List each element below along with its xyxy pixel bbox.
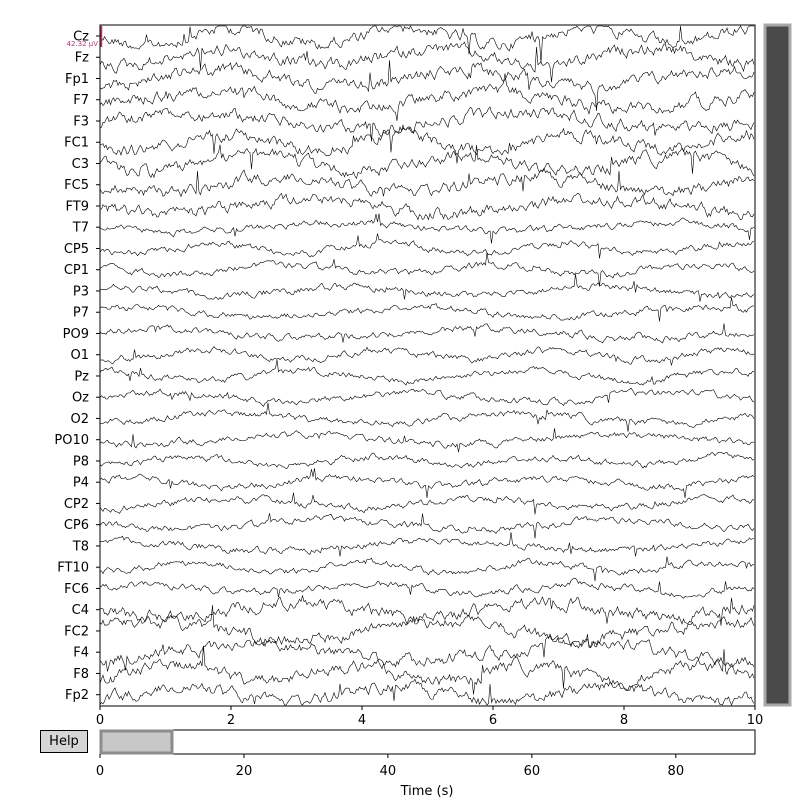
trace-cp5	[99, 233, 755, 259]
channel-label-cp2[interactable]: CP2	[64, 497, 89, 512]
channel-label-c4[interactable]: C4	[72, 603, 89, 618]
trace-pz	[99, 359, 755, 386]
trace-f8	[99, 645, 755, 695]
time-axis-ticks: 0 2 4 6 8 10	[96, 706, 763, 728]
trace-p3	[99, 274, 755, 302]
channel-label-fp1[interactable]: Fp1	[65, 72, 89, 87]
time-tick-label: 4	[358, 713, 366, 728]
channel-label-ft9[interactable]: FT9	[66, 199, 89, 214]
overview-tick-label: 0	[96, 764, 104, 779]
time-tick-label: 8	[620, 713, 628, 728]
channel-labels: Cz Fz Fp1 F7 F3 FC1 C3 FC5 FT9 T7 CP5 CP1 P3 P7 PO9 O1 P…	[54, 30, 100, 703]
trace-cp1	[99, 252, 755, 287]
time-axis-label: Time (s)	[400, 784, 454, 799]
channel-label-fp2[interactable]: Fp2	[65, 688, 89, 703]
time-scrollbar-track[interactable]	[99, 729, 756, 755]
trace-t8	[99, 532, 755, 557]
channel-scrollbar[interactable]	[763, 23, 792, 707]
channel-label-fz[interactable]: Fz	[75, 51, 89, 66]
channel-label-c3[interactable]: C3	[72, 157, 89, 172]
channel-label-p3[interactable]: P3	[73, 284, 89, 299]
eeg-traces	[99, 25, 755, 706]
trace-fc5	[99, 167, 755, 198]
trace-fp2	[99, 678, 755, 706]
channel-label-f8[interactable]: F8	[73, 667, 89, 682]
trace-cz	[99, 25, 754, 64]
channel-label-cp6[interactable]: CP6	[64, 518, 89, 533]
channel-label-p7[interactable]: P7	[73, 306, 89, 321]
time-tick-label: 2	[227, 713, 235, 728]
time-scrollbar[interactable]	[99, 729, 756, 755]
trace-p8	[99, 451, 755, 470]
scale-bar: 42.32 µV	[66, 26, 103, 48]
trace-ft10	[99, 556, 755, 582]
trace-ft9	[99, 192, 755, 221]
trace-po10	[99, 428, 755, 453]
signal-axes-frame	[99, 24, 756, 707]
overview-tick-label: 60	[524, 764, 541, 779]
overview-tick-label: 40	[380, 764, 397, 779]
trace-fz	[99, 41, 755, 83]
trace-o1	[99, 346, 755, 367]
signal-axes-background[interactable]	[100, 25, 755, 706]
time-tick-label: 6	[489, 713, 497, 728]
channel-label-o2[interactable]: O2	[70, 412, 89, 427]
trace-cp2	[99, 492, 755, 515]
channel-label-cz[interactable]: Cz	[73, 30, 89, 45]
overview-axis-ticks: 0 20 40 60 80	[96, 754, 684, 779]
channel-label-p8[interactable]: P8	[73, 454, 89, 469]
channel-label-fc5[interactable]: FC5	[64, 178, 89, 193]
channel-label-po10[interactable]: PO10	[54, 433, 89, 448]
trace-fp1	[99, 60, 755, 111]
channel-label-t8[interactable]: T8	[72, 539, 89, 554]
trace-fc1	[99, 126, 755, 164]
channel-label-t7[interactable]: T7	[72, 221, 89, 236]
trace-c3	[99, 144, 755, 180]
channel-label-o1[interactable]: O1	[70, 348, 89, 363]
trace-t7	[100, 213, 755, 244]
overview-tick-label: 80	[668, 764, 685, 779]
trace-o2	[99, 402, 755, 432]
trace-cp6	[99, 513, 755, 539]
channel-label-f7[interactable]: F7	[73, 93, 89, 108]
trace-oz	[99, 387, 755, 407]
channel-label-pz[interactable]: Pz	[74, 369, 89, 384]
channel-label-fc6[interactable]: FC6	[64, 582, 89, 597]
channel-scrollbar-thumb[interactable]	[763, 23, 792, 707]
channel-label-cp5[interactable]: CP5	[64, 242, 89, 257]
channel-label-f4[interactable]: F4	[73, 646, 89, 661]
channel-label-oz[interactable]: Oz	[72, 391, 89, 406]
trace-fc6	[99, 577, 755, 599]
time-scrollbar-window[interactable]	[99, 729, 174, 755]
time-tick-label: 0	[96, 713, 104, 728]
channel-label-fc2[interactable]: FC2	[64, 624, 89, 639]
channel-label-f3[interactable]: F3	[73, 114, 89, 129]
time-tick-label: 10	[747, 713, 764, 728]
trace-f7	[99, 73, 755, 121]
trace-f4	[99, 632, 755, 672]
trace-f3	[99, 106, 755, 142]
scale-bar-label: 42.32 µV	[66, 40, 98, 48]
channel-label-cp1[interactable]: CP1	[64, 263, 89, 278]
channel-label-po9[interactable]: PO9	[63, 327, 89, 342]
help-button[interactable]: Help	[40, 730, 88, 753]
trace-p7	[99, 297, 754, 322]
channel-label-fc1[interactable]: FC1	[64, 136, 89, 151]
channel-label-ft10[interactable]: FT10	[57, 561, 89, 576]
channel-label-p4[interactable]: P4	[73, 476, 89, 491]
trace-p4	[99, 468, 755, 499]
overview-tick-label: 20	[236, 764, 253, 779]
trace-c4	[99, 595, 755, 626]
trace-fc2	[99, 605, 755, 649]
trace-po9	[99, 323, 755, 344]
